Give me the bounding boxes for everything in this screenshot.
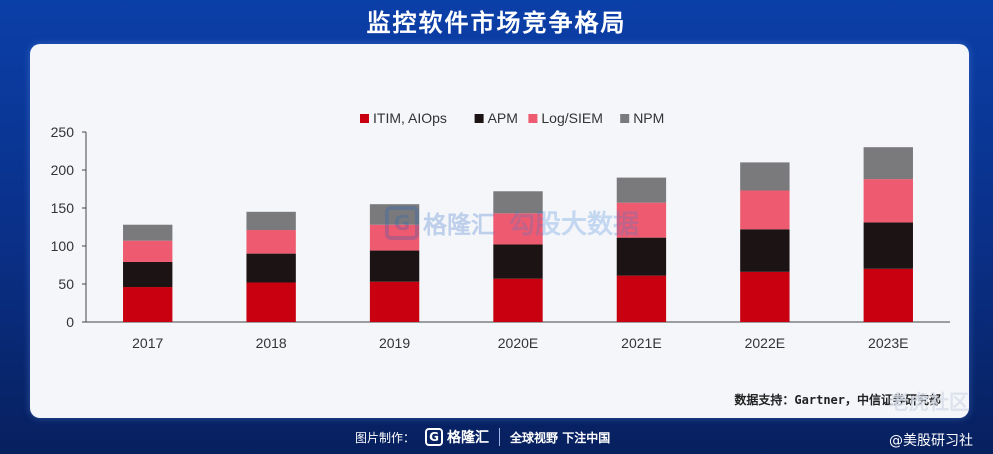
legend-label: Log/SIEM <box>541 110 602 126</box>
x-tick-label: 2020E <box>498 335 538 351</box>
y-tick-label: 50 <box>58 276 74 292</box>
footer-attribution: @美股研习社 <box>889 433 973 449</box>
legend-label: APM <box>488 110 518 126</box>
bar-segment <box>493 244 543 279</box>
bar-segment <box>369 204 420 225</box>
legend-swatch <box>528 114 538 123</box>
bar-segment <box>123 261 173 288</box>
bar-segment <box>740 229 790 272</box>
x-tick-label: 2019 <box>379 335 410 351</box>
bar-segment <box>616 237 667 276</box>
bar-segment <box>123 240 173 262</box>
bar-segment <box>616 275 667 322</box>
made-by-label: 图片制作： <box>355 430 416 445</box>
bar-segment <box>616 202 667 238</box>
bar-segment <box>493 191 543 214</box>
y-tick-label: 100 <box>51 238 75 254</box>
y-tick-label: 150 <box>51 200 75 216</box>
y-tick-label: 0 <box>66 314 74 330</box>
chart-panel: 0 50 100 150 200 250 2017 2018 2019 2020E 2021E 202… <box>30 44 969 418</box>
bar-segment <box>246 230 296 254</box>
x-tick-label: 2017 <box>132 335 163 351</box>
bar-segment <box>740 190 790 230</box>
legend-label: NPM <box>633 110 664 126</box>
bar-segment <box>863 147 913 180</box>
bar-segment <box>246 211 296 231</box>
bar-segment <box>493 278 543 322</box>
legend-label: ITIM, AIOps <box>373 110 447 126</box>
corner-watermark: 老虎社区 <box>889 390 969 414</box>
legend-swatch <box>620 114 630 123</box>
bar-segment <box>246 253 296 283</box>
footer-logo-text: 格隆汇 <box>447 430 490 446</box>
x-tick-label: 2023E <box>868 335 908 351</box>
footer-divider <box>499 428 501 446</box>
bar-segment <box>369 224 420 251</box>
bar-segment <box>740 271 790 322</box>
legend-swatch <box>474 114 484 123</box>
bar-segment <box>246 282 296 322</box>
bar-segment <box>616 177 667 203</box>
y-tick-label: 250 <box>51 124 75 140</box>
bar-segment <box>863 268 913 322</box>
bar-segment <box>863 222 913 269</box>
brand-logo-icon: G <box>425 428 444 446</box>
bar-segment <box>123 224 173 241</box>
bar-segment <box>740 162 790 191</box>
bar-segment <box>369 250 420 282</box>
stacked-bar-chart: 0 50 100 150 200 250 2017 2018 2019 2020E 2021E 202… <box>51 110 950 351</box>
bar-segment <box>863 179 913 223</box>
bar-segment <box>123 287 173 322</box>
source-note: 数据支持：Gartner，中信证券研究部 <box>734 393 941 407</box>
bar-segment <box>493 213 543 245</box>
footer-logo: G 格隆汇 <box>425 427 489 447</box>
x-tick-label: 2018 <box>256 335 287 351</box>
page-title: 监控软件市场竞争格局 <box>366 8 627 37</box>
footer: 图片制作： G 格隆汇 全球视野 下注中国 @美股研习社 <box>0 420 993 454</box>
bar-segment <box>369 281 420 322</box>
legend-swatch <box>360 114 369 123</box>
x-tick-label: 2022E <box>745 335 785 351</box>
y-tick-label: 200 <box>51 162 75 178</box>
footer-credit: 图片制作： G 格隆汇 全球视野 下注中国 <box>355 426 610 448</box>
x-tick-label: 2021E <box>621 335 661 351</box>
footer-slogan: 全球视野 下注中国 <box>510 430 611 445</box>
